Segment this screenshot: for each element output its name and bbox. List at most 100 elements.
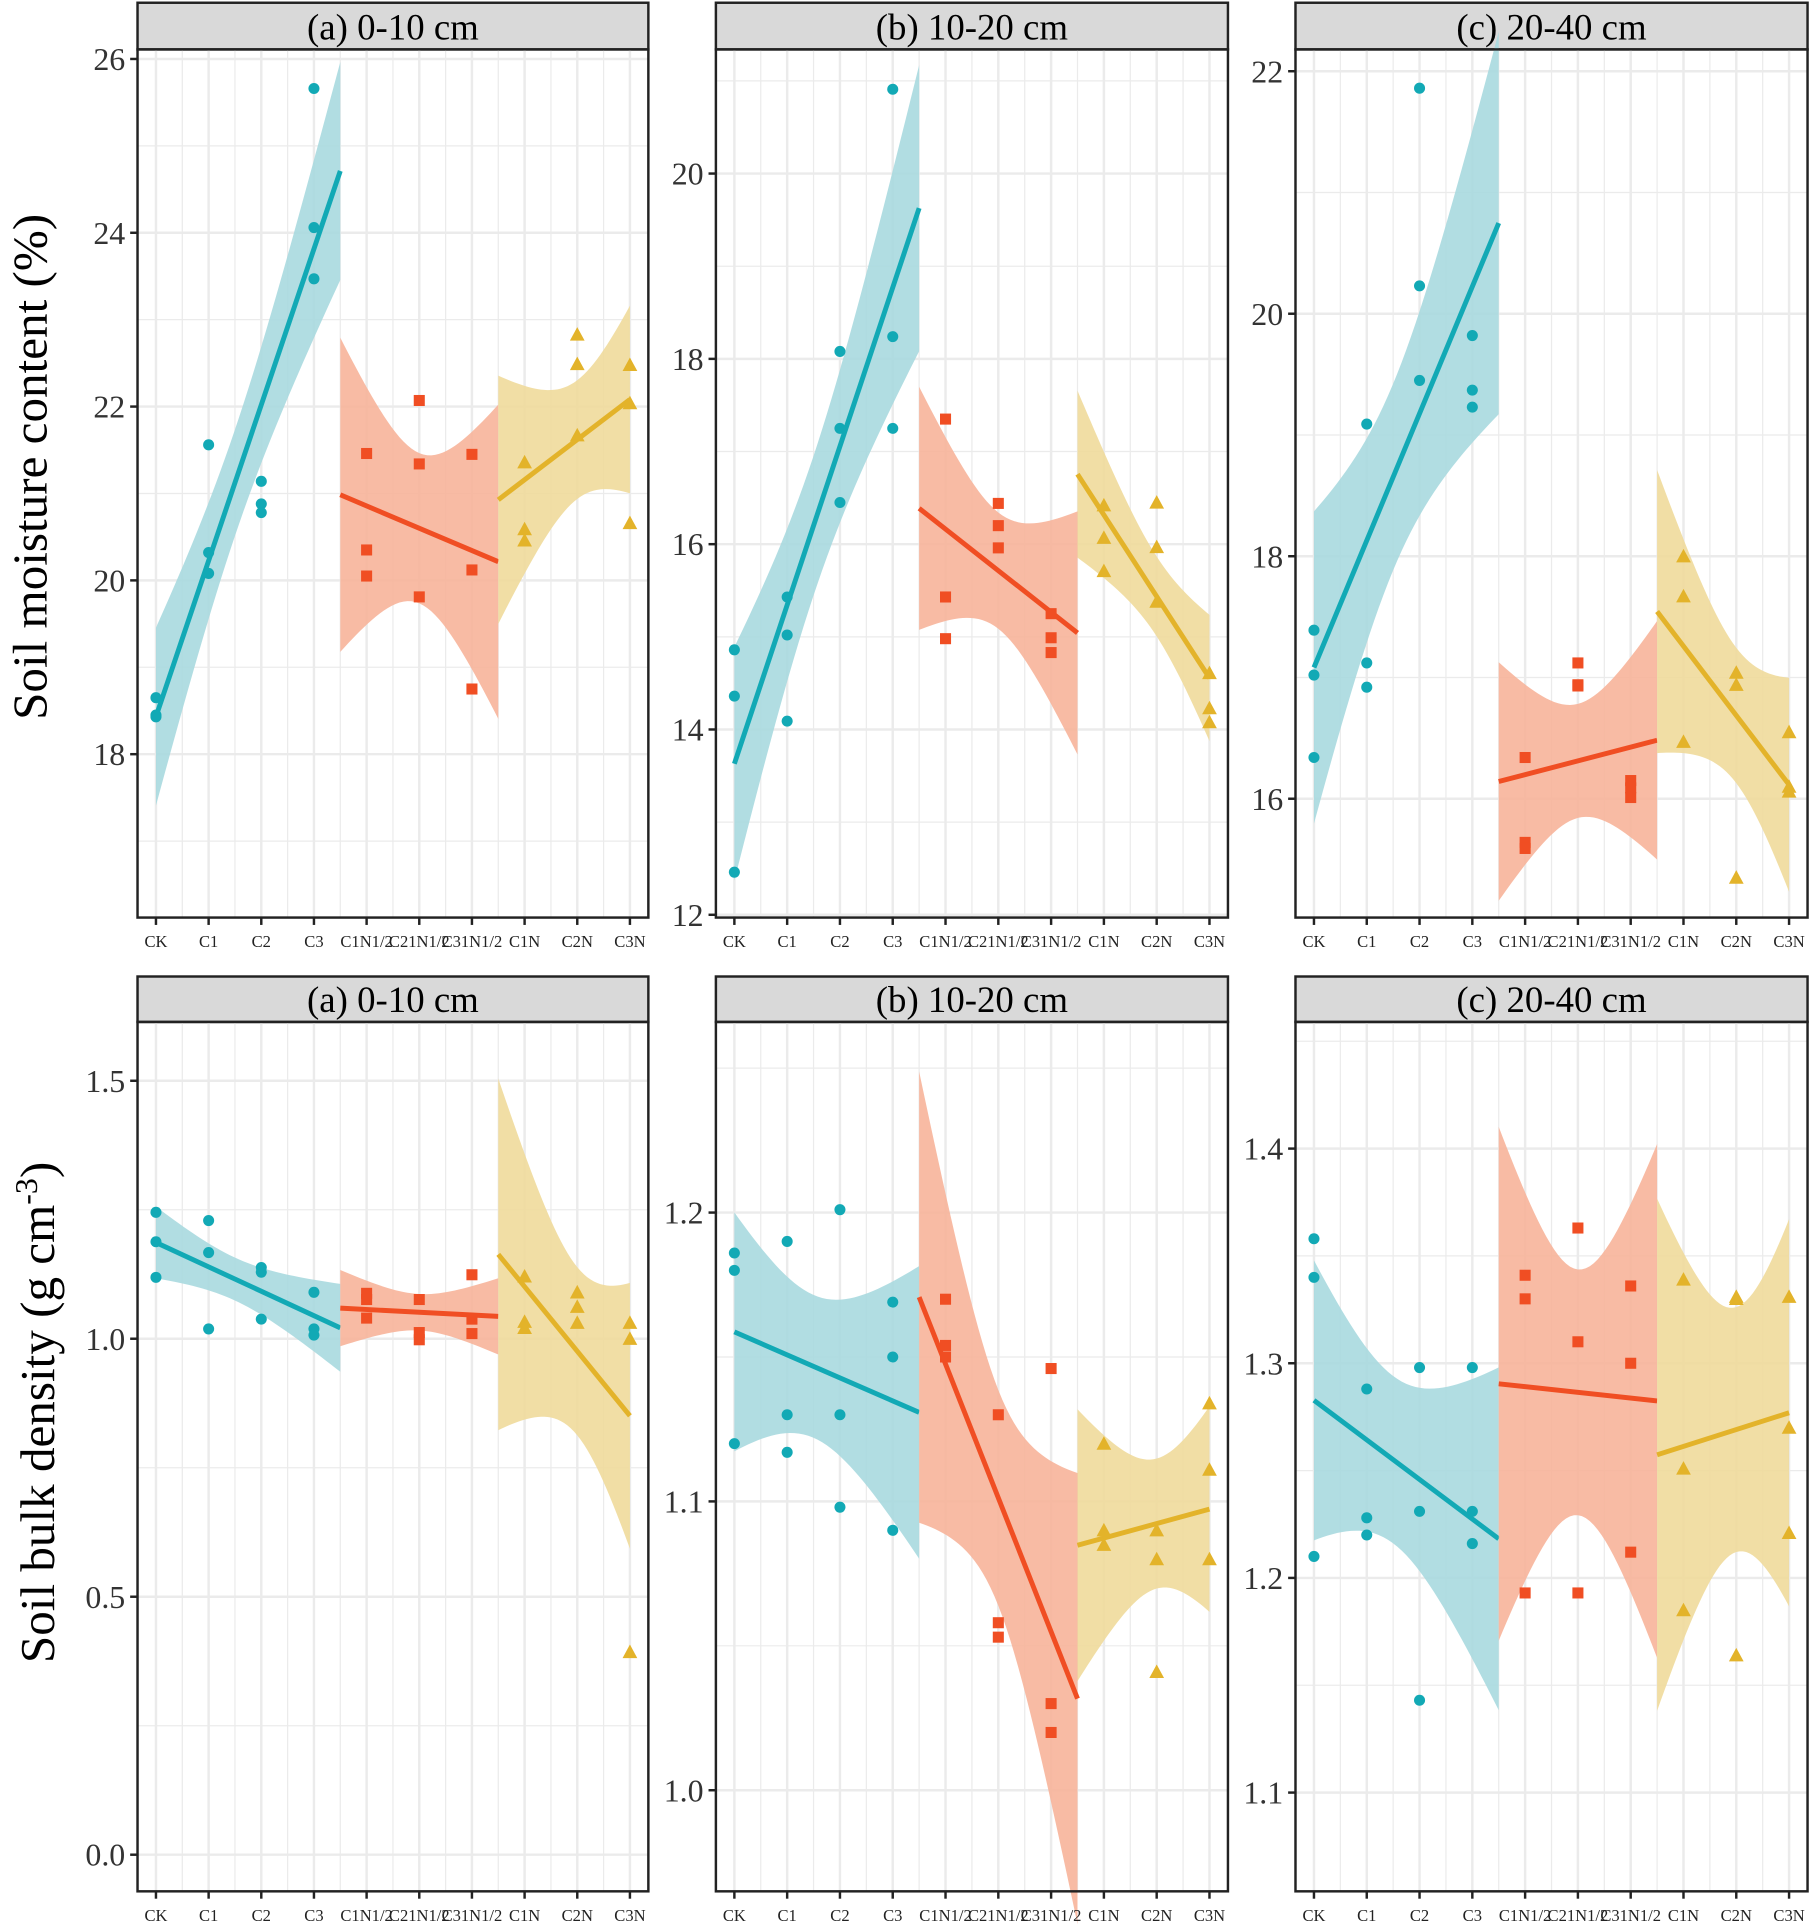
data-point: [361, 570, 373, 582]
data-point: [992, 1617, 1004, 1629]
data-point: [1466, 1538, 1478, 1550]
panel-title: (b) 10-20 cm: [876, 979, 1069, 1020]
data-point: [622, 1644, 638, 1659]
y-tick-label: 1.3: [1243, 1346, 1283, 1381]
data-point: [728, 866, 740, 878]
x-tick-label: C1: [199, 1906, 218, 1925]
data-point: [466, 1328, 478, 1340]
data-point: [834, 1501, 846, 1513]
data-point: [517, 533, 532, 547]
data-point: [150, 711, 162, 723]
data-point: [1781, 779, 1797, 793]
data-point: [203, 1247, 215, 1259]
data-point: [1728, 665, 1744, 679]
data-point: [1202, 665, 1217, 680]
data-point: [569, 1299, 585, 1313]
panel-strip: [136, 1, 650, 51]
data-point: [1045, 1726, 1057, 1738]
x-tick-label: C2N: [1721, 1906, 1752, 1925]
y-tick-label: 18: [93, 737, 125, 772]
y-tick-label: 26: [93, 42, 125, 77]
panel-frame: [714, 48, 1230, 919]
data-point: [569, 1284, 585, 1299]
data-point: [1466, 1362, 1478, 1374]
data-point: [308, 222, 320, 234]
data-point: [517, 454, 532, 469]
data-point: [308, 273, 320, 285]
data-point: [1625, 775, 1637, 787]
data-point: [940, 1351, 952, 1363]
x-tick-label: C3: [1463, 932, 1482, 951]
panel-4: (a) 0-10 cm 0.0 0.5 1.0 1.5 CK C1 C2 C3 C1N1/2C21…: [85, 975, 650, 1925]
data-point: [466, 1313, 478, 1325]
data-point: [1519, 842, 1531, 854]
x-tick-label: C21N1/2: [389, 1906, 450, 1925]
data-point: [1572, 680, 1584, 692]
panel-6: (c) 20-40 cm1.11.21.31.4CK C1 C2 C3 C1N1/2C2…: [1243, 975, 1809, 1925]
regression-line: [916, 1296, 1080, 1700]
data-point: [622, 357, 638, 372]
y-label-density: Soil bulk density (g cm-3): [9, 1162, 65, 1663]
x-tick-label: C1: [777, 1906, 796, 1925]
data-point: [517, 1320, 532, 1335]
data-point: [203, 1215, 215, 1227]
data-point: [150, 1206, 162, 1218]
x-tick-label: C31N1/2: [1600, 932, 1661, 951]
data-point: [1045, 647, 1057, 659]
panel-frame: [1294, 1020, 1809, 1893]
data-point: [781, 1409, 793, 1421]
data-point: [1308, 1550, 1320, 1562]
data-point: [781, 1446, 793, 1458]
data-point: [1625, 1546, 1637, 1558]
x-tick-label: C1: [1357, 932, 1376, 951]
data-point: [1096, 530, 1112, 544]
x-tick-label: C2: [830, 1906, 849, 1925]
data-point: [1466, 401, 1478, 413]
panel-strip: [1294, 975, 1809, 1024]
x-tick-label: C31N1/2: [442, 932, 503, 951]
regression-line: [153, 170, 343, 718]
data-point: [992, 1409, 1004, 1421]
data-point: [1045, 1698, 1057, 1710]
x-tick-label: C3N: [614, 1906, 645, 1925]
data-point: [1045, 632, 1057, 644]
data-point: [1519, 1293, 1531, 1305]
data-point: [1519, 1269, 1531, 1281]
x-tick-label: C2N: [562, 1906, 593, 1925]
confidence-band: [1657, 1198, 1790, 1711]
data-point: [622, 395, 638, 410]
data-point: [1728, 677, 1744, 691]
data-point: [413, 1334, 425, 1346]
confidence-band: [498, 1078, 630, 1549]
x-tick-label: C2: [830, 932, 849, 951]
data-point: [255, 507, 267, 519]
data-point: [622, 1331, 638, 1345]
y-tick-label: 1.1: [1243, 1776, 1283, 1811]
regression-line: [1311, 222, 1501, 669]
data-point: [1625, 792, 1637, 804]
data-point: [1625, 1280, 1637, 1292]
data-point: [1414, 374, 1426, 386]
x-tick-label: C1N: [509, 1906, 540, 1925]
data-point: [1096, 497, 1112, 512]
y-tick-label: 0.0: [85, 1838, 125, 1873]
data-point: [517, 1268, 532, 1283]
panel-title: (a) 0-10 cm: [307, 979, 479, 1020]
data-point: [940, 1293, 952, 1305]
data-point: [1781, 1289, 1797, 1303]
confidence-band: [1657, 469, 1790, 892]
x-tick-label: CK: [1302, 932, 1325, 951]
x-tick-label: C1: [199, 932, 218, 951]
data-point: [1361, 1512, 1373, 1524]
panel-frame: [1294, 48, 1809, 919]
data-point: [1625, 1357, 1637, 1369]
data-point: [622, 1315, 638, 1329]
y-tick-label: 22: [93, 390, 125, 425]
panel-2: (b) 10-20 cm 12 14 16 18 20 CK C1 C2 C3 C1N1/2C21N…: [672, 1, 1230, 951]
panel-frame: [136, 48, 650, 919]
x-tick-label: C1N1/2: [919, 1906, 971, 1925]
x-tick-label: CK: [144, 932, 167, 951]
data-point: [1096, 1522, 1112, 1537]
data-point: [1676, 548, 1691, 563]
panel-frame: [136, 1020, 650, 1893]
